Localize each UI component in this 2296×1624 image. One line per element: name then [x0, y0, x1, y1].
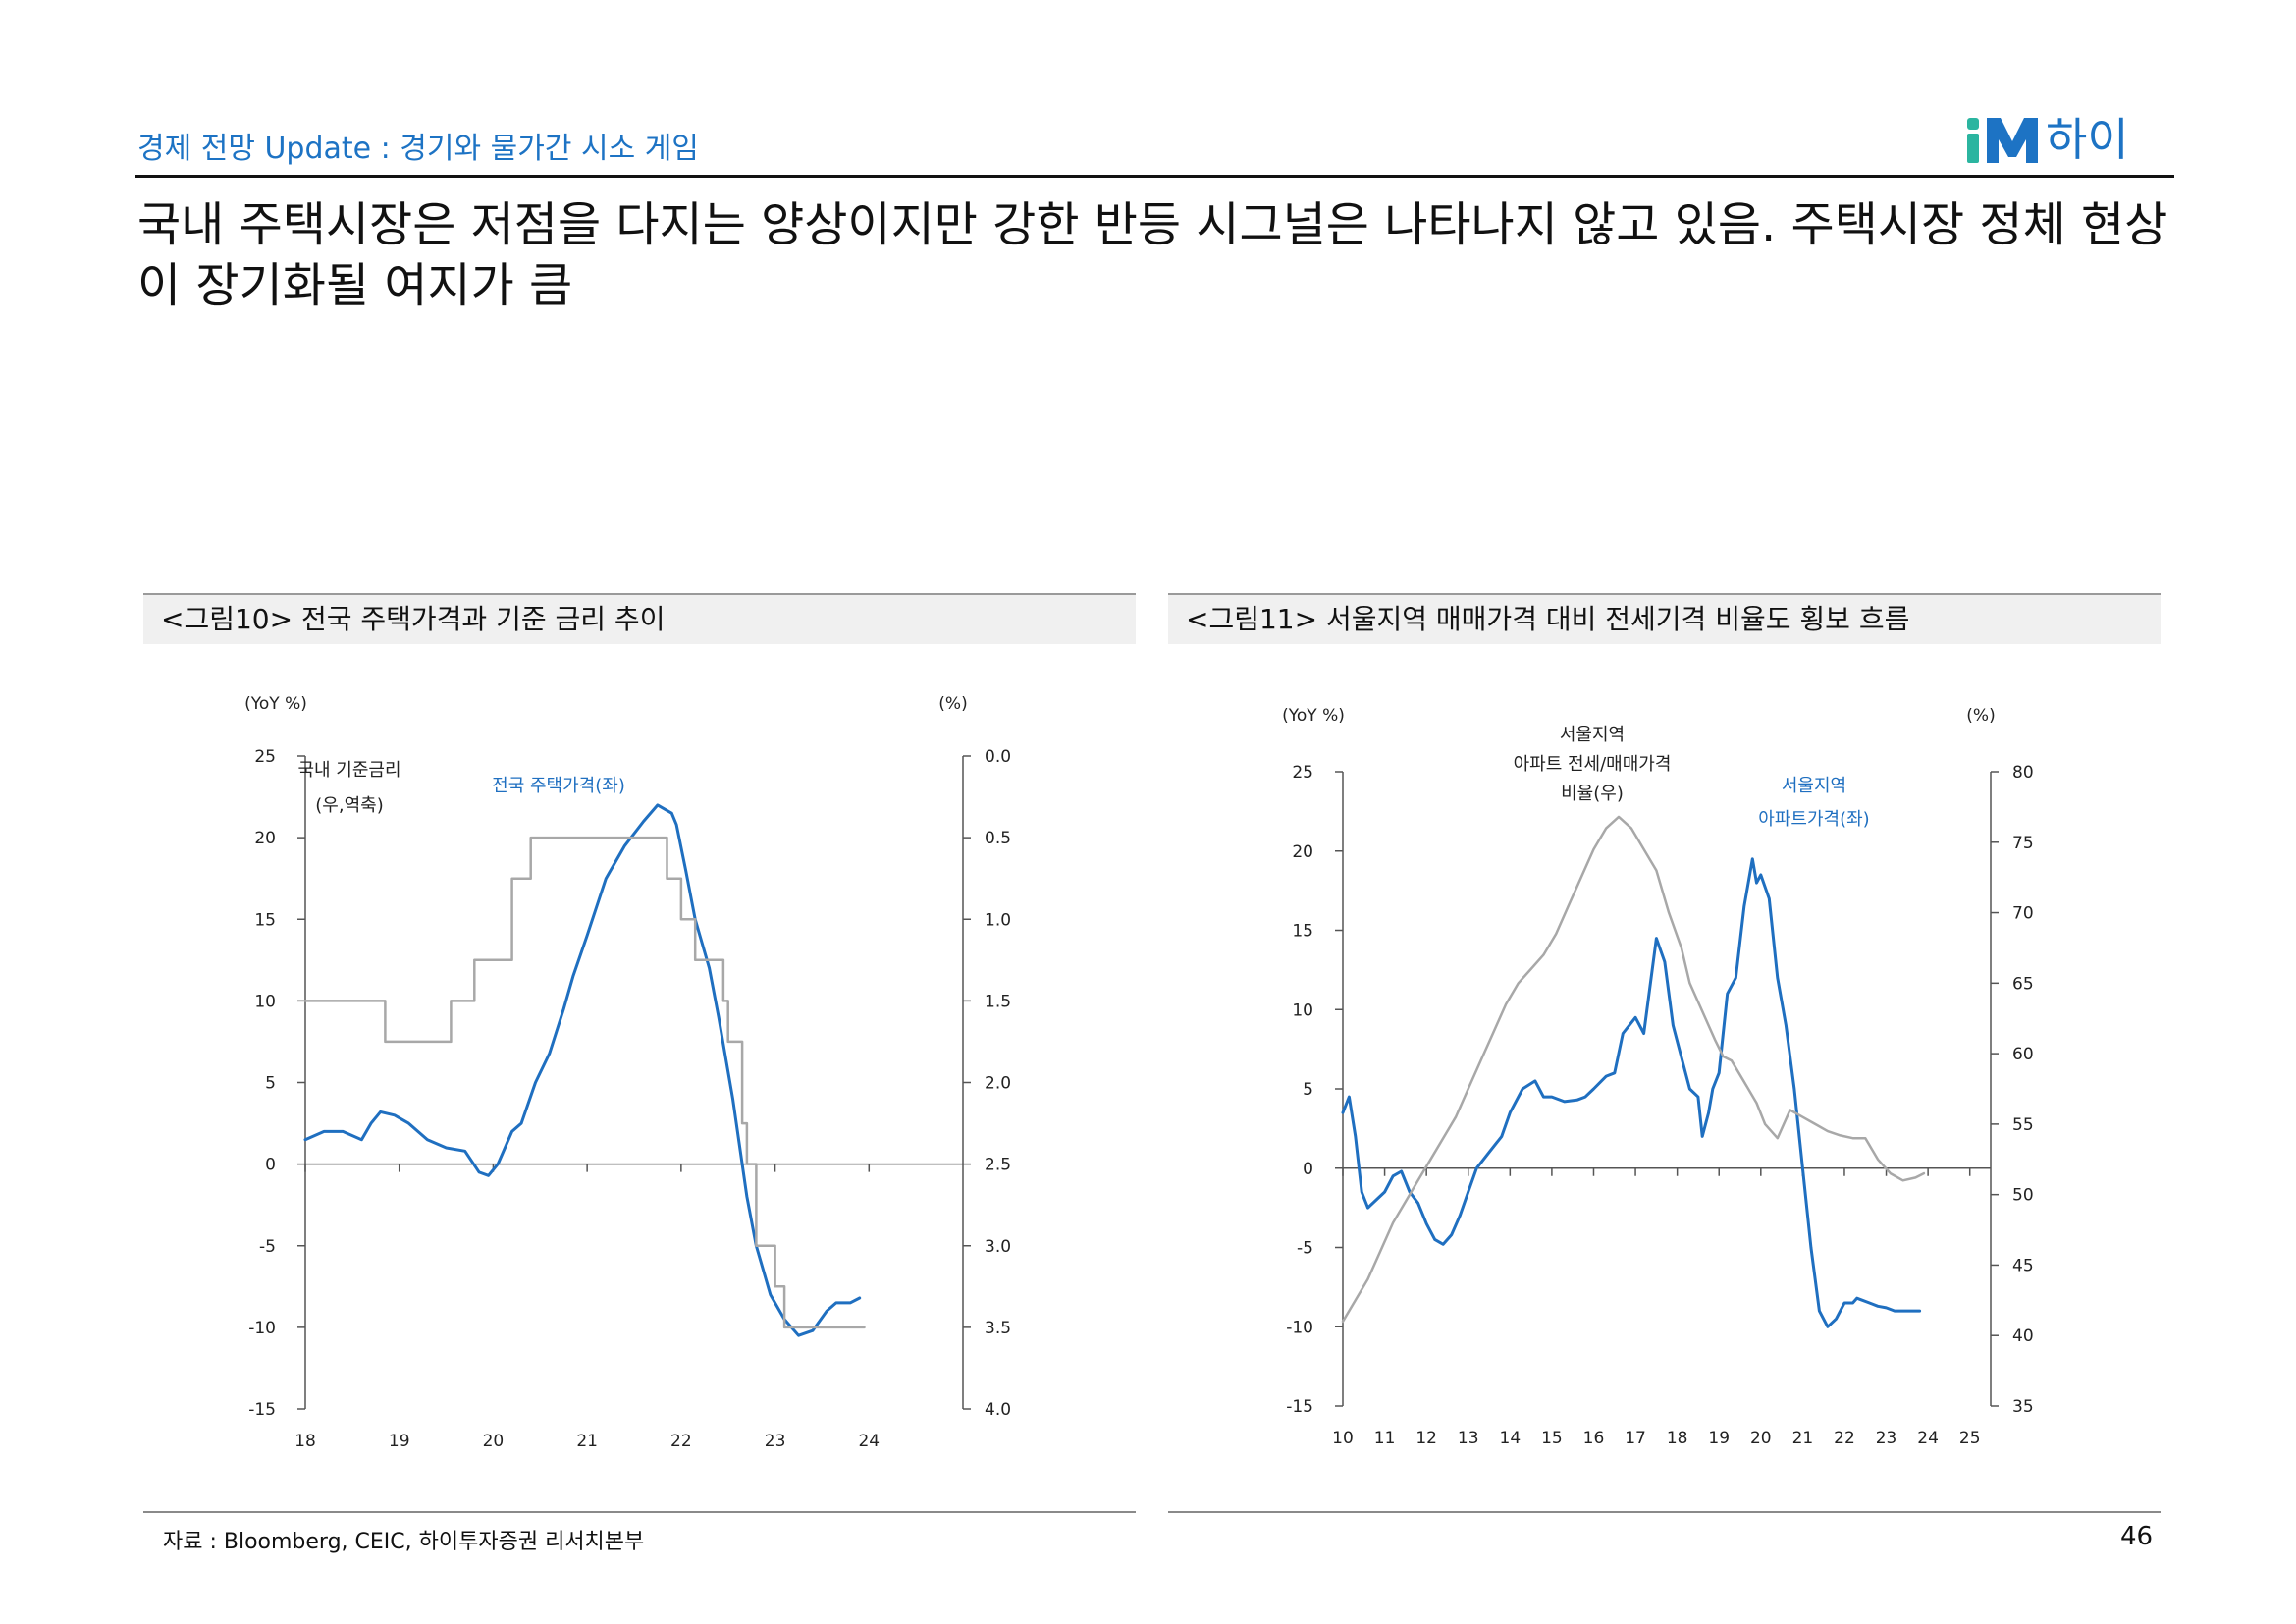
y-right-tick-label: 50: [2012, 1186, 2034, 1206]
brand-logo: 하이: [1967, 113, 2129, 166]
series-line-left-axis: [1341, 857, 1922, 1328]
chart-house-price-vs-rate: (YoY %) (%) 25 20 15 10 5 0 -5 -10 -15 0.0 0.5 1.0 1.5…: [143, 677, 1136, 1483]
logo-m-shape: [1987, 118, 2038, 163]
x-tick-label: 15: [1541, 1429, 1563, 1448]
x-tick-label: 13: [1458, 1429, 1479, 1448]
y-left-tick-label: 5: [265, 1074, 276, 1094]
y-right-tick-label: 1.0: [985, 910, 1011, 930]
y-left-tick-label: 25: [254, 747, 276, 767]
page-number: 46: [2120, 1522, 2154, 1551]
y-right-tick-label: 0.0: [985, 747, 1011, 767]
y-right-tick-label: 45: [2012, 1256, 2034, 1275]
y-left-tick-label: -10: [1286, 1318, 1313, 1337]
x-tick-label: 24: [1917, 1429, 1939, 1448]
y-right-tick-label: 65: [2012, 974, 2034, 994]
y-left-tick-label: 5: [1303, 1080, 1313, 1100]
series-annotation: 서울지역: [1782, 776, 1846, 796]
y-left-tick-label: 25: [1292, 763, 1313, 783]
footer-rule-left: [143, 1511, 1136, 1513]
series-annotation: 국내 기준금리: [297, 760, 400, 781]
logo-i-stem: [1967, 134, 1979, 163]
header-rule: [135, 175, 2174, 178]
y-right-axis-label: (%): [1966, 706, 1995, 726]
y-right-tick-label: 0.5: [985, 829, 1011, 848]
y-right-tick-label: 3.0: [985, 1237, 1011, 1257]
y-right-tick-label: 35: [2012, 1397, 2034, 1417]
figure-11-title: <그림11> 서울지역 매매가격 대비 전세기격 비율도 횡보 흐름: [1168, 593, 2161, 644]
y-left-tick-label: 20: [1292, 842, 1313, 862]
chart-seoul-jeonse-ratio: (YoY %) (%) 25 20 15 10 5 0 -5 -10 -15 80 75 70 65 60 55…: [1168, 677, 2161, 1483]
report-subtitle: 경제 전망 Update : 경기와 물가간 시소 게임: [137, 132, 699, 166]
x-tick-label: 17: [1625, 1429, 1646, 1448]
y-left-tick-label: 10: [254, 992, 276, 1011]
x-tick-label: 11: [1374, 1429, 1396, 1448]
y-left-tick-label: 0: [265, 1156, 276, 1175]
x-tick-label: 18: [1667, 1429, 1688, 1448]
y-left-tick-label: 20: [254, 829, 276, 848]
y-left-tick-label: -15: [248, 1400, 276, 1420]
x-tick-label: 18: [294, 1432, 316, 1451]
y-left-axis-label: (YoY %): [1282, 706, 1345, 726]
series-line-left-axis: [303, 803, 862, 1337]
chart-11-svg: (YoY %) (%)2520151050-5-10-15807570656055…: [1282, 706, 2034, 1448]
y-right-tick-label: 1.5: [985, 992, 1011, 1011]
y-right-axis-label: (%): [938, 694, 967, 714]
y-right-tick-label: 4.0: [985, 1400, 1011, 1420]
x-tick-label: 21: [1792, 1429, 1814, 1448]
y-right-tick-label: 80: [2012, 763, 2034, 783]
series-line-right-axis: [1341, 815, 1926, 1324]
x-tick-label: 14: [1500, 1429, 1522, 1448]
x-tick-label: 19: [1708, 1429, 1730, 1448]
x-tick-label: 23: [1876, 1429, 1897, 1448]
y-right-tick-label: 3.5: [985, 1319, 1011, 1338]
x-tick-label: 19: [389, 1432, 410, 1451]
series-annotation: (우,역축): [315, 795, 383, 816]
y-right-tick-label: 60: [2012, 1045, 2034, 1064]
series-annotation: 비율(우): [1561, 784, 1624, 804]
y-left-tick-label: -5: [1297, 1239, 1313, 1259]
y-right-tick-label: 55: [2012, 1115, 2034, 1135]
x-tick-label: 23: [765, 1432, 786, 1451]
x-tick-label: 20: [1750, 1429, 1772, 1448]
series-annotation: 서울지역: [1560, 725, 1625, 745]
logo-text: 하이: [2046, 113, 2129, 166]
series-line-right-axis: [303, 836, 866, 1329]
y-right-tick-label: 2.5: [985, 1156, 1011, 1175]
series-annotation: 전국 주택가격(좌): [492, 776, 625, 796]
y-left-axis-label: (YoY %): [244, 694, 307, 714]
y-left-tick-label: -15: [1286, 1397, 1313, 1417]
y-left-tick-label: 15: [254, 910, 276, 930]
figure-10-title: <그림10> 전국 주택가격과 기준 금리 추이: [143, 593, 1136, 644]
x-tick-label: 20: [483, 1432, 505, 1451]
x-tick-label: 21: [576, 1432, 598, 1451]
y-right-tick-label: 75: [2012, 834, 2034, 853]
page-headline: 국내 주택시장은 저점을 다지는 양상이지만 강한 반등 시그널은 나타나지 않…: [137, 197, 2168, 313]
chart-10-svg: (YoY %) (%) 25 20 15 10 5 0 -5 -10 -15 0.0 0.5 1.0 1.5…: [244, 694, 1011, 1451]
source-note: 자료 : Bloomberg, CEIC, 하이투자증권 리서치본부: [163, 1530, 645, 1554]
x-tick-label: 22: [1834, 1429, 1855, 1448]
y-left-tick-label: 10: [1292, 1001, 1313, 1020]
footer-rule-right: [1168, 1511, 2161, 1513]
y-left-tick-label: -10: [248, 1319, 276, 1338]
series-annotation: 아파트 전세/매매가격: [1514, 754, 1672, 775]
y-right-tick-label: 70: [2012, 904, 2034, 924]
logo-i-dot: [1967, 118, 1979, 130]
y-right-tick-label: 2.0: [985, 1074, 1011, 1094]
y-left-tick-label: 0: [1303, 1160, 1313, 1179]
x-tick-label: 16: [1583, 1429, 1605, 1448]
y-right-tick-label: 40: [2012, 1326, 2034, 1346]
x-tick-label: 12: [1415, 1429, 1437, 1448]
y-left-tick-label: -5: [259, 1237, 276, 1257]
series-annotation: 아파트가격(좌): [1758, 809, 1869, 830]
x-tick-label: 22: [670, 1432, 692, 1451]
x-tick-label: 24: [858, 1432, 880, 1451]
x-tick-label: 10: [1332, 1429, 1354, 1448]
x-tick-label: 25: [1959, 1429, 1981, 1448]
y-left-tick-label: 15: [1292, 922, 1313, 942]
